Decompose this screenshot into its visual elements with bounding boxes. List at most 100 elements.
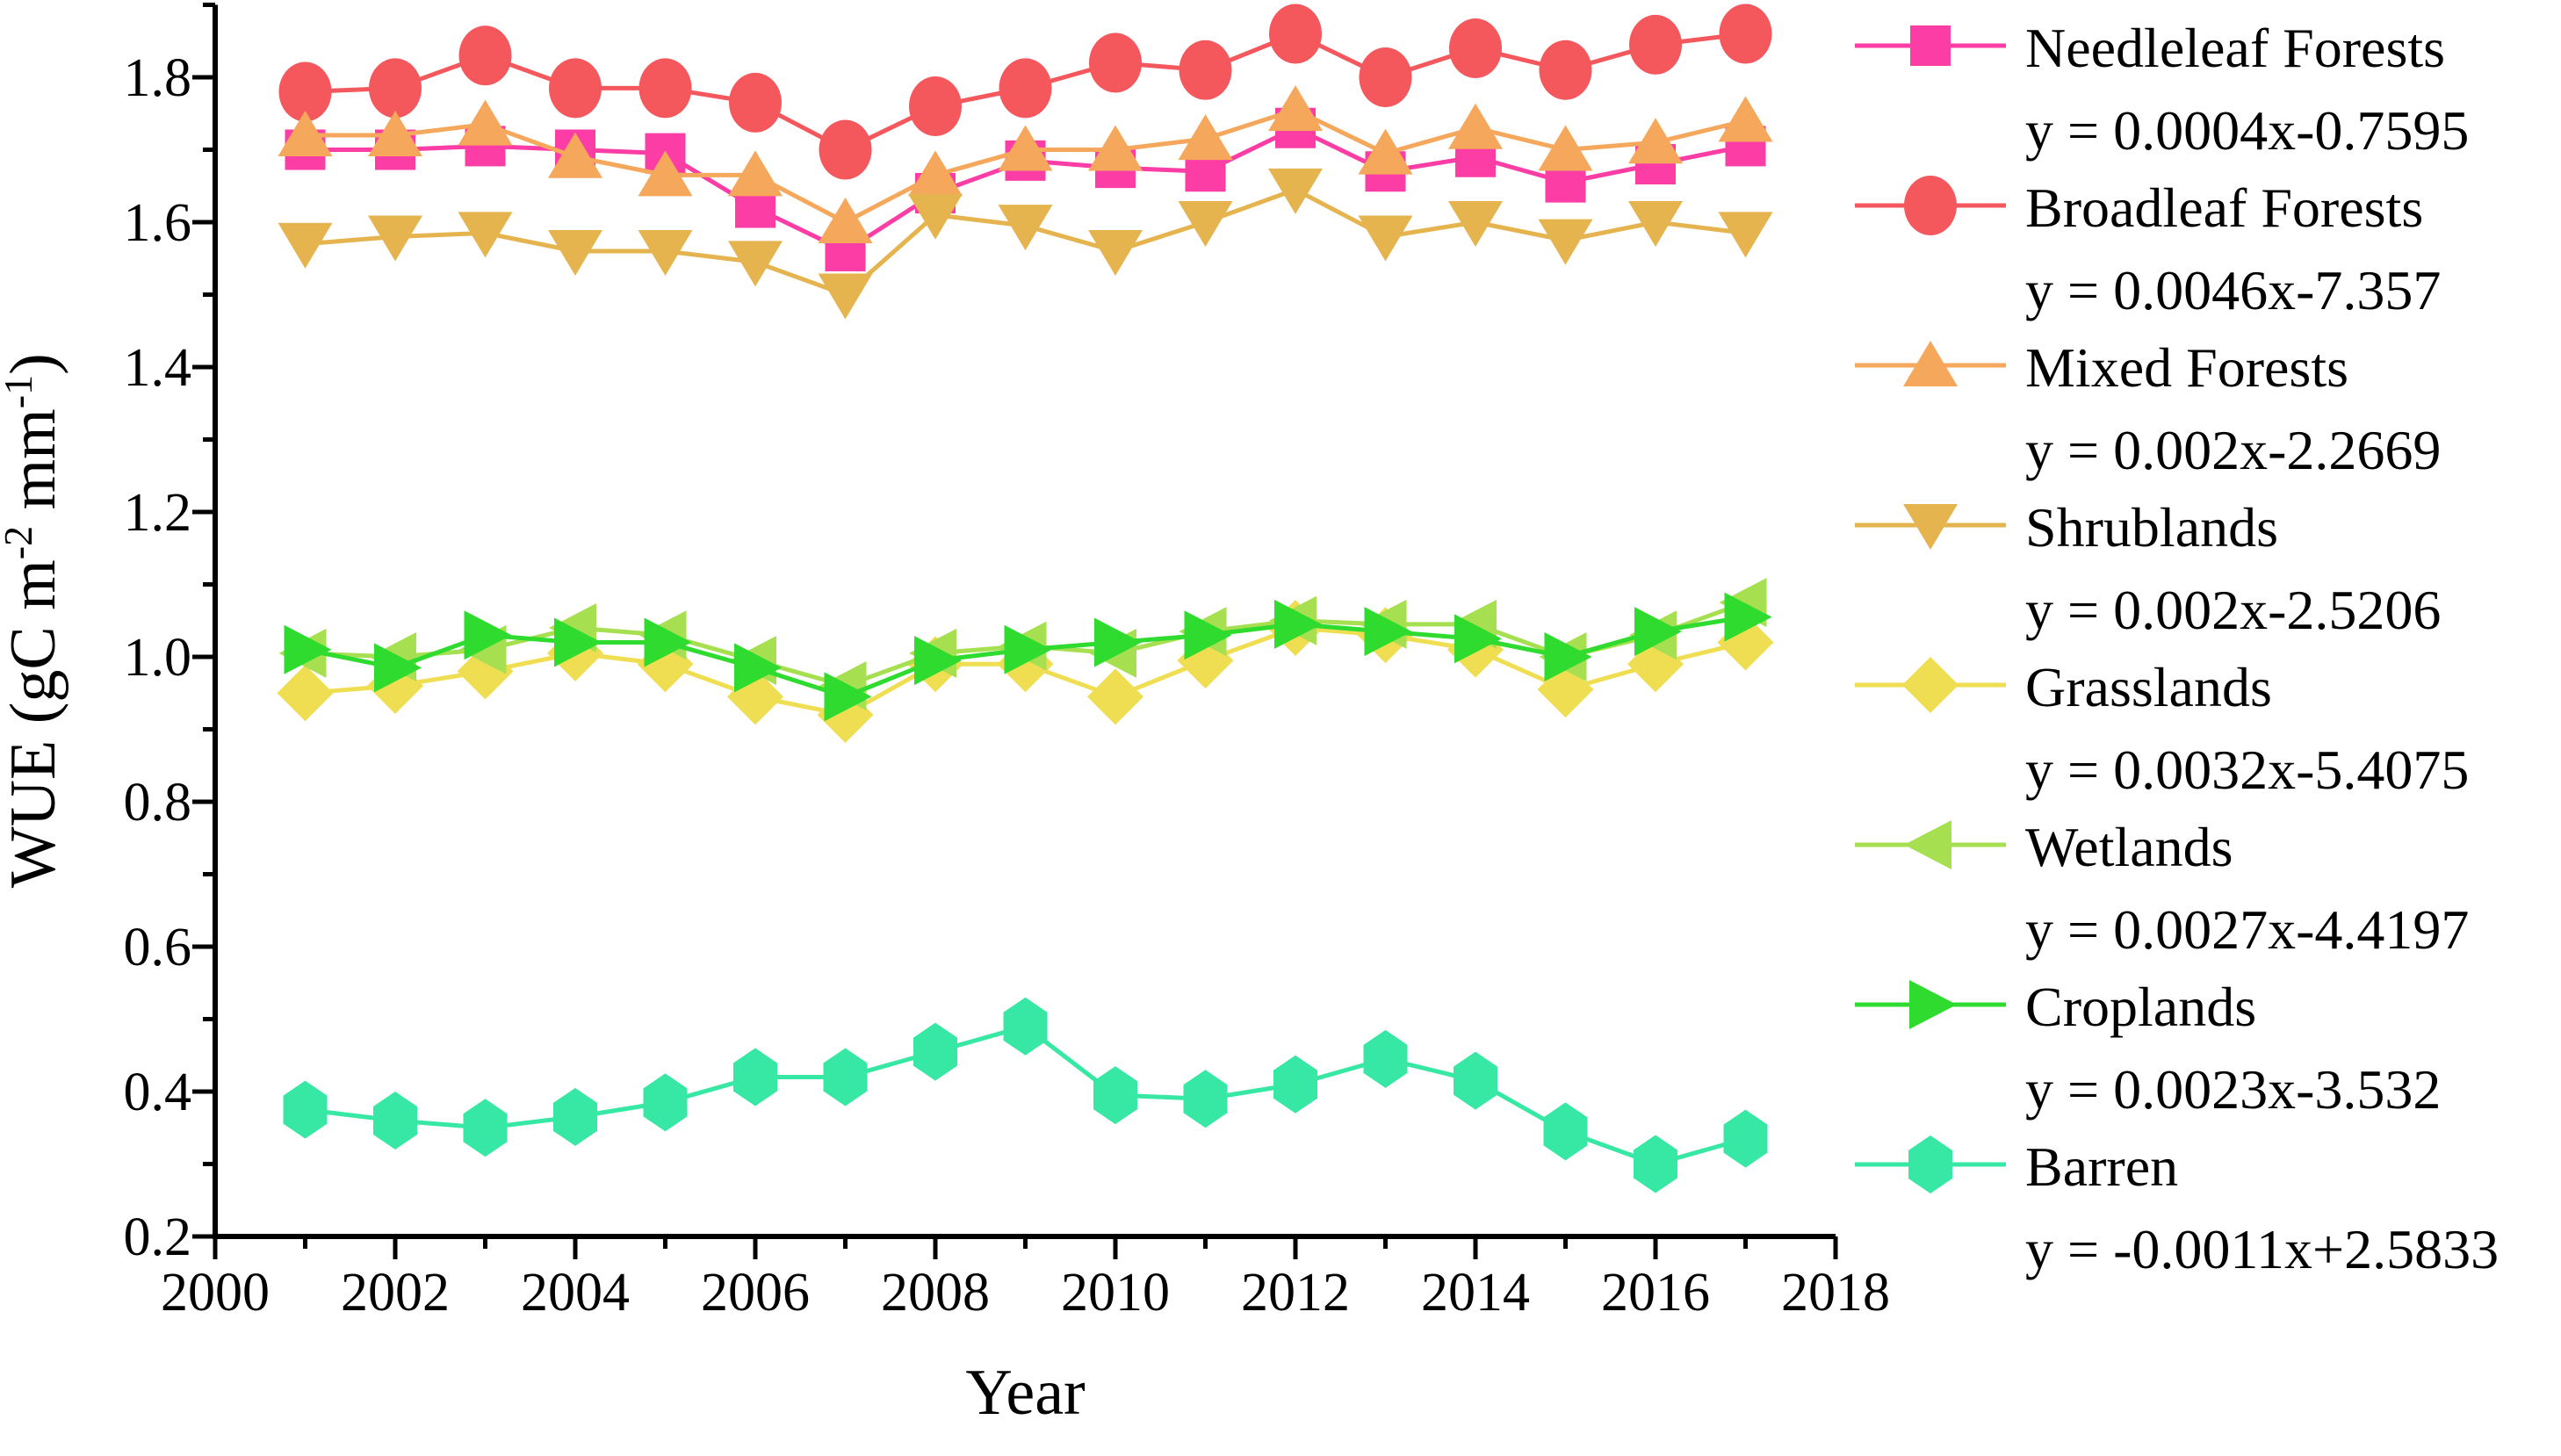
x-tick-label: 2012 xyxy=(1241,1263,1350,1323)
y-tick-label: 1.8 xyxy=(124,48,192,108)
data-point-croplands xyxy=(284,624,332,674)
x-axis-title: Year xyxy=(965,1357,1085,1429)
data-point-mixed-forests xyxy=(1448,103,1503,149)
data-point-broadleaf-forests xyxy=(278,61,332,122)
data-point-shrublands xyxy=(458,212,513,258)
data-point-croplands xyxy=(1184,610,1232,660)
data-point-croplands xyxy=(1544,632,1592,681)
y-tick-label: 0.8 xyxy=(124,773,192,833)
data-point-shrublands xyxy=(1358,215,1413,262)
legend-item-broadleaf-forests: Broadleaf Forests y = 0.0046x-7.357 xyxy=(1855,176,2441,321)
data-point-mixed-forests xyxy=(458,99,513,146)
data-point-mixed-forests xyxy=(368,111,422,156)
legend-equation-needleleaf-forests: y = 0.0004x-0.7595 xyxy=(2025,99,2469,162)
data-point-broadleaf-forests xyxy=(638,58,692,119)
y-axis-title: WUE (gC m-2 mm-1) xyxy=(0,353,69,888)
data-point-mixed-forests xyxy=(998,125,1053,171)
legend-equation-broadleaf-forests: y = 0.0046x-7.357 xyxy=(2025,259,2441,321)
data-point-shrublands xyxy=(818,273,873,320)
data-point-barren xyxy=(1093,1066,1137,1125)
data-point-barren xyxy=(643,1073,688,1132)
y-tick-label: 0.6 xyxy=(124,918,192,977)
data-point-barren xyxy=(733,1048,777,1106)
data-point-broadleaf-forests xyxy=(729,72,782,133)
data-point-mixed-forests xyxy=(728,150,783,197)
legend-marker-barren xyxy=(1908,1135,1952,1193)
data-point-shrublands xyxy=(1178,201,1233,247)
data-point-croplands xyxy=(1004,624,1052,674)
data-point-croplands xyxy=(1094,617,1142,667)
data-point-croplands xyxy=(1274,599,1322,649)
legend-equation-mixed-forests: y = 0.002x-2.2669 xyxy=(2025,419,2441,481)
data-point-barren xyxy=(373,1092,417,1150)
data-point-broadleaf-forests xyxy=(549,58,602,119)
data-point-shrublands xyxy=(728,241,783,287)
data-point-croplands xyxy=(914,636,962,686)
data-point-shrublands xyxy=(1268,168,1323,214)
legend-item-barren: Barren y = -0.0011x+2.5833 xyxy=(1855,1135,2499,1280)
data-point-shrublands xyxy=(1538,219,1593,265)
data-point-shrublands xyxy=(278,222,333,269)
data-point-croplands xyxy=(824,672,872,722)
data-point-shrublands xyxy=(368,215,422,262)
data-point-barren xyxy=(1543,1102,1588,1161)
series-broadleaf-forests xyxy=(278,4,1772,180)
data-point-mixed-forests xyxy=(548,132,602,178)
data-point-mixed-forests xyxy=(1268,85,1323,132)
x-tick-label: 2016 xyxy=(1601,1263,1710,1323)
legend-label-mixed-forests: Mixed Forests xyxy=(2025,336,2348,399)
x-tick-label: 2014 xyxy=(1421,1263,1530,1323)
legend-equation-wetlands: y = 0.0027x-4.4197 xyxy=(2025,898,2469,961)
y-tick-label: 1.4 xyxy=(124,338,192,398)
data-point-barren xyxy=(1454,1051,1497,1110)
data-point-barren xyxy=(1723,1109,1768,1168)
x-tick-label: 2006 xyxy=(701,1263,810,1323)
data-point-broadleaf-forests xyxy=(1539,40,1592,100)
legend-equation-barren: y = -0.0011x+2.5833 xyxy=(2025,1218,2499,1280)
series-croplands xyxy=(284,592,1772,722)
data-point-barren xyxy=(1183,1070,1228,1128)
data-point-shrublands xyxy=(998,205,1053,251)
legend-marker-shrublands xyxy=(1903,504,1958,550)
legend-label-needleleaf-forests: Needleleaf Forests xyxy=(2025,17,2445,79)
data-point-shrublands xyxy=(1718,212,1773,258)
data-point-mixed-forests xyxy=(1088,125,1143,171)
legend-marker-broadleaf-forests xyxy=(1904,176,1957,235)
data-point-mixed-forests xyxy=(1718,96,1773,142)
data-point-croplands xyxy=(464,610,512,660)
data-point-shrublands xyxy=(638,230,693,276)
data-point-shrublands xyxy=(908,193,963,240)
data-point-croplands xyxy=(1634,607,1682,657)
legend-marker-grasslands xyxy=(1902,657,1959,713)
legend-label-barren: Barren xyxy=(2025,1135,2178,1198)
data-point-grasslands xyxy=(1087,668,1143,725)
x-tick-label: 2004 xyxy=(521,1263,630,1323)
data-point-broadleaf-forests xyxy=(1359,47,1412,107)
y-tick-label: 1.0 xyxy=(124,628,192,688)
data-point-broadleaf-forests xyxy=(1179,40,1232,100)
data-point-mixed-forests xyxy=(1538,125,1593,171)
data-point-barren xyxy=(463,1099,508,1157)
data-point-barren xyxy=(1363,1029,1408,1088)
data-point-broadleaf-forests xyxy=(819,119,872,180)
data-point-grasslands xyxy=(277,665,334,722)
data-point-mixed-forests xyxy=(1358,128,1413,175)
data-point-broadleaf-forests xyxy=(1719,4,1772,64)
data-point-barren xyxy=(1273,1055,1317,1114)
data-point-barren xyxy=(823,1048,868,1106)
data-point-croplands xyxy=(374,643,422,693)
legend-equation-grasslands: y = 0.0032x-5.4075 xyxy=(2025,739,2469,801)
x-tick-label: 2008 xyxy=(881,1263,990,1323)
legend-marker-croplands xyxy=(1909,980,1957,1029)
legend-equation-shrublands: y = 0.002x-2.5206 xyxy=(2025,579,2441,641)
data-point-shrublands xyxy=(548,230,602,276)
legend-item-needleleaf-forests: Needleleaf Forests y = 0.0004x-0.7595 xyxy=(1855,17,2469,162)
data-point-shrublands xyxy=(1448,201,1503,247)
data-point-barren xyxy=(1003,997,1048,1056)
legend-item-mixed-forests: Mixed Forests y = 0.002x-2.2669 xyxy=(1855,336,2441,481)
data-point-broadleaf-forests xyxy=(369,58,422,119)
data-point-barren xyxy=(913,1022,957,1081)
data-point-broadleaf-forests xyxy=(1449,18,1502,78)
